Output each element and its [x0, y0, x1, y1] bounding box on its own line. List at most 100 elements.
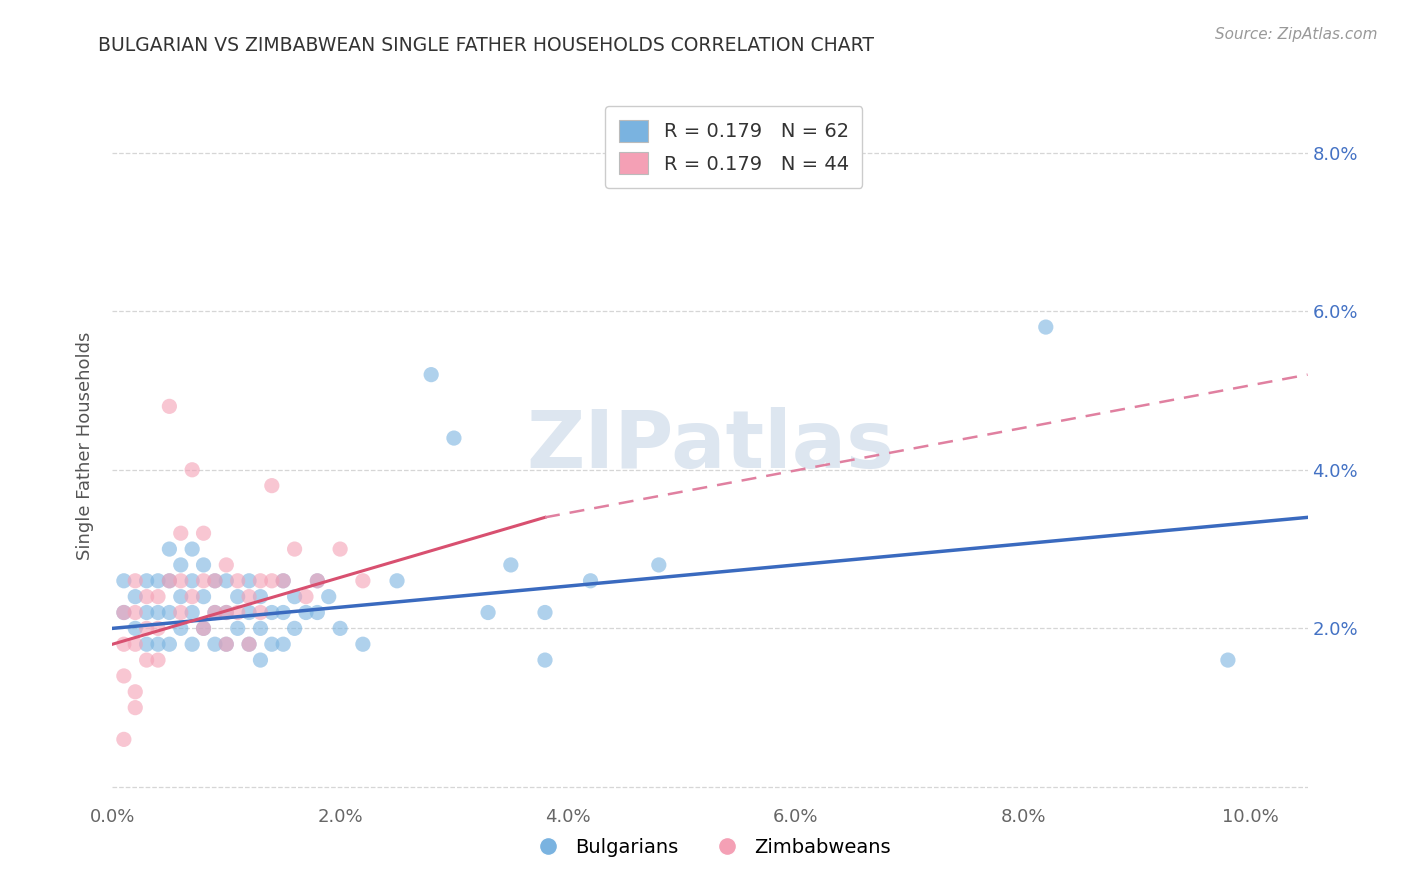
Point [1035, 320, 1057, 334]
Point [181, 637, 204, 651]
Point [579, 574, 602, 588]
Point [124, 685, 146, 699]
Point [215, 606, 238, 620]
Point [193, 574, 215, 588]
Text: BULGARIAN VS ZIMBABWEAN SINGLE FATHER HOUSEHOLDS CORRELATION CHART: BULGARIAN VS ZIMBABWEAN SINGLE FATHER HO… [98, 36, 875, 54]
Point [170, 606, 193, 620]
Point [249, 621, 271, 635]
Point [238, 574, 260, 588]
Point [295, 606, 318, 620]
Point [112, 606, 135, 620]
Point [181, 590, 204, 604]
Point [284, 542, 307, 557]
Point [112, 637, 135, 651]
Point [271, 574, 294, 588]
Point [238, 590, 260, 604]
Point [385, 574, 408, 588]
Point [146, 621, 169, 635]
Point [499, 558, 522, 572]
Point [193, 621, 215, 635]
Point [124, 637, 146, 651]
Point [181, 542, 204, 557]
Point [181, 574, 204, 588]
Point [534, 606, 557, 620]
Point [215, 574, 238, 588]
Point [124, 590, 146, 604]
Point [112, 606, 135, 620]
Point [226, 590, 249, 604]
Point [329, 621, 352, 635]
Point [193, 526, 215, 541]
Point [215, 637, 238, 651]
Point [146, 574, 169, 588]
Point [181, 606, 204, 620]
Point [157, 542, 180, 557]
Point [215, 606, 238, 620]
Point [260, 606, 283, 620]
Point [477, 606, 499, 620]
Point [420, 368, 443, 382]
Point [249, 653, 271, 667]
Point [181, 463, 204, 477]
Point [204, 606, 226, 620]
Point [204, 606, 226, 620]
Point [648, 558, 671, 572]
Point [135, 637, 157, 651]
Point [352, 574, 374, 588]
Point [193, 621, 215, 635]
Point [157, 574, 180, 588]
Point [135, 606, 157, 620]
Point [260, 574, 283, 588]
Text: Source: ZipAtlas.com: Source: ZipAtlas.com [1215, 27, 1378, 42]
Point [124, 621, 146, 635]
Point [329, 542, 352, 557]
Point [124, 606, 146, 620]
Point [170, 621, 193, 635]
Point [215, 558, 238, 572]
Point [193, 558, 215, 572]
Point [204, 637, 226, 651]
Point [170, 526, 193, 541]
Point [157, 400, 180, 414]
Point [135, 590, 157, 604]
Point [307, 574, 329, 588]
Point [146, 606, 169, 620]
Point [215, 637, 238, 651]
Point [284, 621, 307, 635]
Point [249, 590, 271, 604]
Point [135, 574, 157, 588]
Point [238, 637, 260, 651]
Point [271, 637, 294, 651]
Point [318, 590, 340, 604]
Point [170, 558, 193, 572]
Point [112, 669, 135, 683]
Point [238, 606, 260, 620]
Point [352, 637, 374, 651]
Point [249, 574, 271, 588]
Point [307, 574, 329, 588]
Point [226, 574, 249, 588]
Point [146, 653, 169, 667]
Point [260, 478, 283, 492]
Point [135, 653, 157, 667]
Point [124, 574, 146, 588]
Text: ZIPatlas: ZIPatlas [526, 407, 894, 485]
Point [135, 621, 157, 635]
Point [146, 637, 169, 651]
Point [170, 574, 193, 588]
Legend: Bulgarians, Zimbabweans: Bulgarians, Zimbabweans [522, 830, 898, 864]
Y-axis label: Single Father Households: Single Father Households [76, 332, 94, 560]
Point [295, 590, 318, 604]
Point [124, 700, 146, 714]
Point [249, 606, 271, 620]
Point [284, 590, 307, 604]
Point [307, 606, 329, 620]
Point [260, 637, 283, 651]
Point [170, 590, 193, 604]
Point [204, 574, 226, 588]
Point [534, 653, 557, 667]
Point [157, 606, 180, 620]
Point [226, 621, 249, 635]
Point [204, 574, 226, 588]
Point [157, 574, 180, 588]
